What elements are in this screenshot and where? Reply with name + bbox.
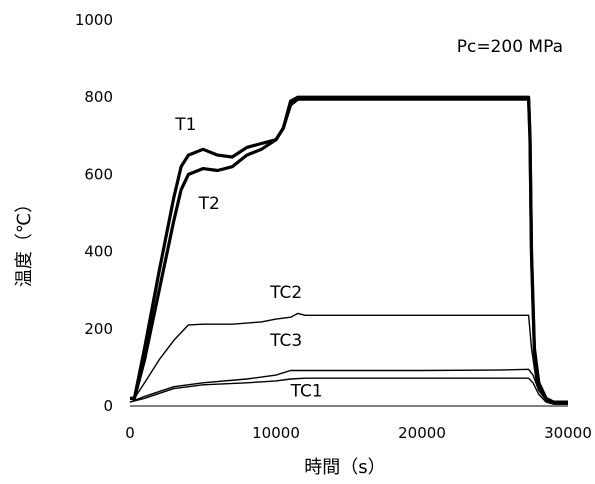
series-label-tc3: TC3 bbox=[269, 331, 302, 351]
series-line-t2 bbox=[130, 97, 568, 404]
series-line-tc3 bbox=[129, 368, 568, 405]
axis-ticks: 0 10000 20000 30000 0 200 400 600 800 1000 bbox=[75, 11, 592, 442]
series-label-tc1: TC1 bbox=[290, 381, 323, 401]
y-tick-label: 1000 bbox=[75, 11, 113, 29]
x-tick-label: 30000 bbox=[544, 424, 592, 442]
y-axis-title: 温度（℃） bbox=[14, 195, 35, 287]
series-line-tc1 bbox=[129, 377, 568, 405]
series-labels: T1 T2 TC2 TC3 TC1 bbox=[174, 115, 322, 401]
x-axis-title: 時間（s） bbox=[304, 457, 385, 478]
series-label-t1: T1 bbox=[174, 115, 196, 135]
y-tick-label: 0 bbox=[103, 397, 113, 415]
y-tick-label: 800 bbox=[84, 88, 113, 106]
series-label-t2: T2 bbox=[198, 194, 220, 214]
x-tick-label: 0 bbox=[125, 424, 135, 442]
series-label-tc2: TC2 bbox=[269, 283, 302, 303]
pressure-annotation: Pc=200 MPa bbox=[457, 37, 563, 57]
y-tick-label: 200 bbox=[84, 320, 113, 338]
series-lines bbox=[129, 95, 568, 405]
y-tick-label: 600 bbox=[84, 165, 113, 183]
series-line-t1 bbox=[130, 95, 568, 404]
x-tick-label: 10000 bbox=[252, 424, 300, 442]
y-tick-label: 400 bbox=[84, 243, 113, 261]
x-tick-label: 20000 bbox=[398, 424, 446, 442]
series-line-tc2 bbox=[130, 312, 568, 405]
